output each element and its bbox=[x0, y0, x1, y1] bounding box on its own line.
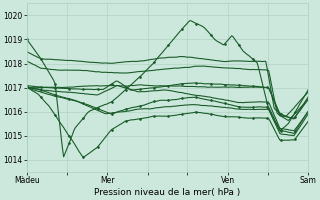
X-axis label: Pression niveau de la mer( hPa ): Pression niveau de la mer( hPa ) bbox=[94, 188, 241, 197]
